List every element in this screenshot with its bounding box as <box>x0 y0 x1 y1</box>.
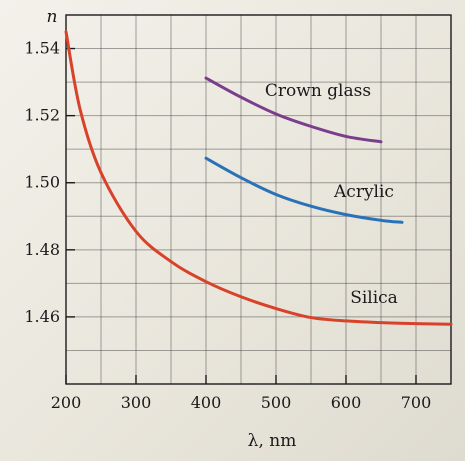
y-tick-label-1.54: 1.54 <box>24 39 60 58</box>
plot-frame <box>65 14 452 385</box>
series-label-acrylic: Acrylic <box>333 182 394 202</box>
y-tick-label-1.52: 1.52 <box>24 106 60 125</box>
series-line-acrylic <box>204 156 404 224</box>
x-tick-label-400: 400 <box>191 393 222 412</box>
series-line-crown-glass <box>204 76 383 144</box>
x-tick-label-700: 700 <box>401 393 432 412</box>
x-tick-label-300: 300 <box>121 393 152 412</box>
x-tick-label-500: 500 <box>261 393 292 412</box>
series-line-silica <box>64 30 453 326</box>
y-tick-label-1.46: 1.46 <box>24 307 60 326</box>
y-tick-label-1.48: 1.48 <box>24 240 60 259</box>
series-label-crown-glass: Crown glass <box>265 81 371 101</box>
x-tick-label-200: 200 <box>51 393 82 412</box>
y-tick-label-1.50: 1.50 <box>24 173 60 192</box>
x-tick-label-600: 600 <box>331 393 362 412</box>
series-label-silica: Silica <box>350 288 398 308</box>
x-axis-title: λ, nm <box>248 431 297 451</box>
axis-tick-labels: 200 300 400 500 600 700 1.46 1.48 1.50 1.52 1.54 <box>24 39 431 412</box>
y-axis-title: n <box>47 7 58 27</box>
series-lines <box>64 30 453 326</box>
axis-ticks <box>65 47 417 384</box>
